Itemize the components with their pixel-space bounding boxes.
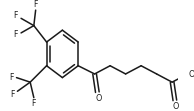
- Text: O: O: [173, 102, 179, 111]
- Text: F: F: [13, 30, 18, 39]
- Text: O: O: [189, 70, 194, 79]
- Text: F: F: [33, 0, 38, 9]
- Text: F: F: [32, 99, 36, 108]
- Text: F: F: [9, 73, 13, 82]
- Text: F: F: [13, 11, 18, 20]
- Text: O: O: [95, 94, 101, 103]
- Text: F: F: [10, 89, 14, 99]
